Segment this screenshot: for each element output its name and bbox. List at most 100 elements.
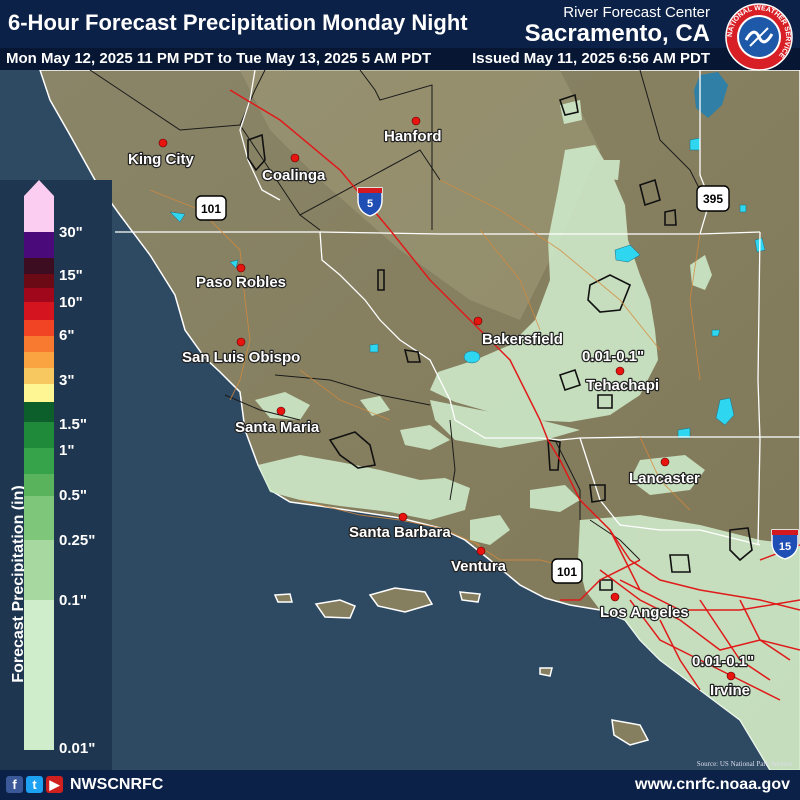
footer-bar: f t ▶ NWSCNRFC www.cnrfc.noaa.gov xyxy=(0,770,800,800)
precipitation-legend: Forecast Precipitation (in) xyxy=(0,180,112,770)
central-valley xyxy=(240,70,600,320)
city-marker xyxy=(276,406,286,416)
city-label-bakersfield: Bakersfield xyxy=(482,331,563,348)
valid-time-range: Mon May 12, 2025 11 PM PDT to Tue May 13… xyxy=(6,50,432,67)
city-label-san-luis-obispo: San Luis Obispo xyxy=(182,349,300,366)
social-icons: f t ▶ xyxy=(6,776,63,793)
legend-label: 30" xyxy=(59,224,83,241)
legend-swatch xyxy=(24,320,54,336)
legend-label: 6" xyxy=(59,327,75,344)
interstate-5-route xyxy=(229,89,641,591)
legend-label: 1.5" xyxy=(59,416,87,433)
highway-number: 15 xyxy=(779,541,791,553)
lake xyxy=(689,137,701,151)
precip-range-label: 0.01-0.1" xyxy=(692,653,754,670)
lake xyxy=(169,211,186,223)
highway-number: 395 xyxy=(703,192,723,206)
youtube-icon[interactable]: ▶ xyxy=(46,776,63,793)
city-marker xyxy=(398,512,408,522)
header-bar: 6-Hour Forecast Precipitation Monday Nig… xyxy=(0,0,800,50)
city-markers xyxy=(158,116,736,681)
city-labels: Hanford King City Coalinga Paso Robles S… xyxy=(127,127,751,700)
channel-island xyxy=(611,719,650,746)
precip-area-central-coast xyxy=(360,396,390,416)
interstate-shield: 15 xyxy=(771,529,799,560)
agency-location: Sacramento, CA xyxy=(524,20,710,47)
legend-label: 10" xyxy=(59,294,83,311)
legend-swatch xyxy=(24,336,54,352)
highway-shields: 5 101 395 101 15 xyxy=(195,185,799,584)
precipitation-areas xyxy=(255,100,800,770)
precip-range-label: 0.01-0.1" xyxy=(582,348,644,365)
highway-number: 101 xyxy=(557,565,577,579)
city-label-los-angeles: Los Angeles xyxy=(600,604,689,621)
lake-large xyxy=(694,72,728,118)
us-highway-shield: 101 xyxy=(195,195,227,221)
website-link[interactable]: www.cnrfc.noaa.gov xyxy=(635,776,790,793)
outlined-areas xyxy=(247,93,753,591)
city-marker xyxy=(158,138,168,148)
city-marker xyxy=(236,337,246,347)
twitter-icon[interactable]: t xyxy=(26,776,43,793)
lake xyxy=(614,244,641,263)
precip-area-ridge xyxy=(400,425,450,450)
city-marker xyxy=(726,671,736,681)
city-label-irvine: Irvine xyxy=(710,682,750,699)
nws-logo: NATIONAL WEATHER SERVICE xyxy=(724,2,794,72)
highway-number: 101 xyxy=(201,202,221,216)
legend-label: 0.01" xyxy=(59,740,96,757)
precip-area-sierra xyxy=(430,145,658,422)
facebook-icon[interactable]: f xyxy=(6,776,23,793)
legend-arrow xyxy=(24,180,54,196)
city-marker xyxy=(473,316,483,326)
city-marker xyxy=(411,116,421,126)
legend-swatch xyxy=(24,402,54,422)
legend-swatch xyxy=(24,600,54,750)
agency-name: River Forecast Center xyxy=(563,4,710,21)
precip-area-lancaster xyxy=(630,455,705,495)
map-area: 5 101 395 101 15 xyxy=(0,70,800,770)
county-boundaries xyxy=(89,70,711,561)
legend-swatch xyxy=(24,196,54,232)
subheader-bar xyxy=(0,48,800,70)
legend-swatch xyxy=(24,258,54,274)
legend-title-wrapper: Forecast Precipitation (in) xyxy=(4,485,27,682)
legend-swatch xyxy=(24,302,54,320)
lake xyxy=(715,397,735,426)
us-highway-shield: 101 xyxy=(551,558,583,584)
city-label-santa-maria: Santa Maria xyxy=(235,419,320,436)
legend-swatch xyxy=(24,448,54,474)
city-marker xyxy=(660,457,670,467)
highway-number: 5 xyxy=(367,198,373,210)
legend-swatch xyxy=(24,496,54,540)
city-label-ventura: Ventura xyxy=(451,558,507,575)
legend-swatch xyxy=(24,288,54,302)
lake xyxy=(463,350,481,364)
channel-island xyxy=(459,591,481,603)
map-title: 6-Hour Forecast Precipitation Monday Nig… xyxy=(8,10,468,35)
city-label-king-city: King City xyxy=(128,151,194,168)
precip-area-north2 xyxy=(600,160,620,180)
city-label-hanford: Hanford xyxy=(384,128,442,145)
interstate-shield: 5 xyxy=(357,187,383,217)
channel-island xyxy=(314,599,356,619)
legend-label: 0.1" xyxy=(59,592,87,609)
legend-label: 0.5" xyxy=(59,487,87,504)
city-marker xyxy=(610,592,620,602)
legend-swatch xyxy=(24,232,54,258)
city-marker xyxy=(615,366,625,376)
city-label-lancaster: Lancaster xyxy=(629,470,700,487)
legend-label: 3" xyxy=(59,372,75,389)
social-handle: NWSCNRFC xyxy=(70,776,164,793)
channel-island xyxy=(539,667,553,677)
city-label-santa-barbara: Santa Barbara xyxy=(349,524,451,541)
channel-island xyxy=(273,593,293,603)
source-credit: Source: US National Park Service xyxy=(696,760,792,768)
precip-area-basin xyxy=(578,515,800,770)
range-labels: 0.01-0.1" 0.01-0.1" xyxy=(581,347,756,671)
lake xyxy=(677,427,691,439)
precip-area-santa-maria xyxy=(255,392,310,420)
city-marker xyxy=(476,546,486,556)
legend-label: 1" xyxy=(59,442,75,459)
